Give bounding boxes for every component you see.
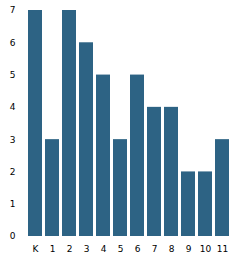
svg-text:3: 3	[84, 244, 90, 254]
svg-text:4: 4	[101, 244, 107, 254]
svg-text:2: 2	[67, 244, 73, 254]
svg-text:6: 6	[135, 244, 141, 254]
svg-text:7: 7	[152, 244, 158, 254]
svg-text:9: 9	[186, 244, 192, 254]
svg-text:1: 1	[50, 244, 56, 254]
svg-text:10: 10	[200, 244, 212, 254]
svg-text:5: 5	[10, 70, 16, 80]
svg-text:K: K	[33, 244, 40, 254]
svg-text:5: 5	[118, 244, 124, 254]
svg-text:11: 11	[217, 244, 228, 254]
svg-text:2: 2	[10, 167, 16, 177]
svg-text:0: 0	[10, 231, 16, 241]
svg-text:4: 4	[10, 102, 16, 112]
svg-text:7: 7	[10, 5, 16, 15]
svg-text:3: 3	[10, 135, 16, 145]
svg-text:8: 8	[169, 244, 175, 254]
svg-text:6: 6	[10, 38, 16, 48]
svg-text:1: 1	[10, 199, 16, 209]
